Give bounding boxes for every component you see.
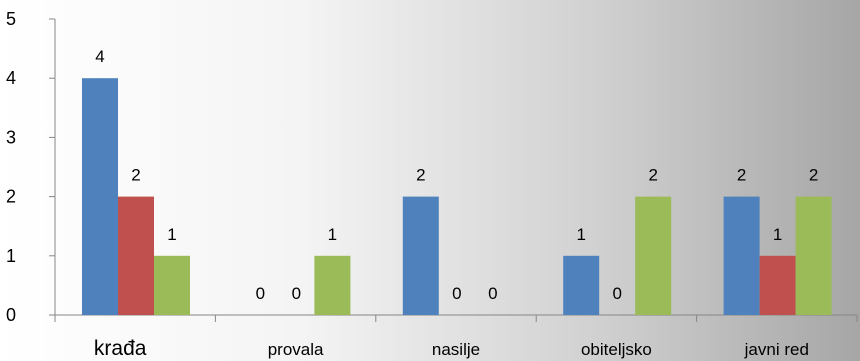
data-label: 0 — [256, 284, 265, 303]
data-label: 2 — [809, 166, 818, 185]
data-label: 0 — [452, 284, 461, 303]
data-label: 0 — [488, 284, 497, 303]
data-label: 2 — [416, 166, 425, 185]
data-label: 1 — [773, 225, 782, 244]
labels: 0 1 2 3 4 5 4 2 1 krađa 0 0 1 provala 2 0 0 nasilje 1 0 2 obi… — [6, 9, 818, 360]
bar-obiteljsko-series1 — [563, 255, 600, 315]
y-tick-label: 1 — [6, 246, 16, 266]
bar-krađa-series2 — [118, 196, 154, 315]
data-label: 4 — [95, 47, 104, 66]
bars — [82, 78, 832, 315]
y-tick-label: 3 — [6, 127, 16, 147]
data-label: 0 — [292, 284, 301, 303]
x-category-label: provala — [268, 340, 324, 359]
y-tick-label: 0 — [6, 305, 16, 325]
bar-obiteljsko-series3 — [635, 196, 672, 315]
bar-nasilje-series1 — [402, 196, 439, 315]
data-label: 2 — [131, 166, 140, 185]
y-tick-label: 4 — [6, 68, 16, 88]
bar-javni red-series3 — [795, 196, 832, 315]
data-label: 0 — [612, 284, 621, 303]
data-label: 2 — [737, 166, 746, 185]
data-label: 1 — [576, 225, 585, 244]
data-label: 2 — [648, 166, 657, 185]
x-category-label: krađa — [94, 337, 147, 360]
x-category-label: javni red — [744, 340, 809, 359]
bar-krađa-series3 — [154, 255, 190, 315]
bar-javni red-series1 — [723, 196, 760, 315]
bar-javni red-series2 — [759, 255, 796, 315]
y-tick-label: 5 — [6, 9, 16, 29]
bar-krađa-series1 — [82, 78, 118, 315]
x-category-label: obiteljsko — [581, 340, 652, 359]
data-label: 1 — [328, 225, 337, 244]
bar-provala-series3 — [314, 255, 351, 315]
data-label: 1 — [167, 225, 176, 244]
y-tick-label: 2 — [6, 187, 16, 207]
x-category-label: nasilje — [432, 340, 480, 359]
